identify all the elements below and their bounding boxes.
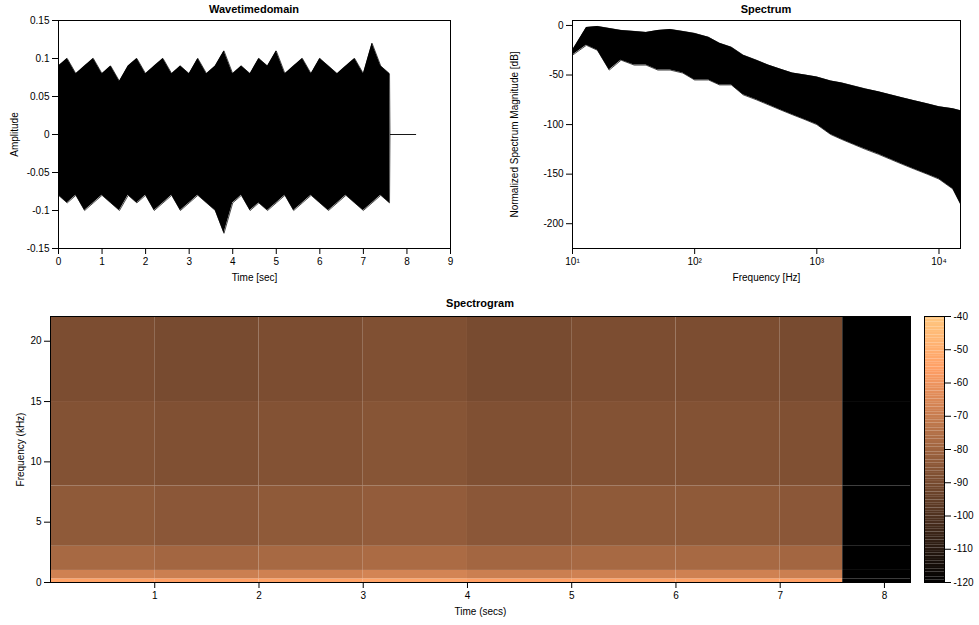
svg-text:-150: -150: [543, 168, 563, 179]
svg-text:-200: -200: [543, 218, 563, 229]
svg-text:7: 7: [361, 256, 367, 267]
svg-text:0.15: 0.15: [30, 16, 50, 26]
svg-text:10²: 10²: [687, 256, 702, 267]
svg-text:7: 7: [777, 590, 783, 601]
svg-text:-90: -90: [954, 477, 969, 488]
svg-text:-0.05: -0.05: [27, 167, 50, 178]
svg-text:5: 5: [273, 256, 279, 267]
svg-text:-0.1: -0.1: [32, 205, 50, 216]
svg-text:1: 1: [99, 256, 105, 267]
html-text:Spectrum: Spectrum: [740, 3, 792, 15]
svg-text:Normalized Spectrum Magnitude: Normalized Spectrum Magnitude [dB]: [509, 51, 520, 217]
html-text:Spectrogram: Spectrogram: [446, 297, 514, 309]
svg-text:8: 8: [882, 590, 888, 601]
svg-text:10³: 10³: [810, 256, 825, 267]
svg-text:Frequency [Hz]: Frequency [Hz]: [733, 272, 801, 283]
svg-text:-60: -60: [954, 377, 969, 388]
svg-text:6: 6: [673, 590, 679, 601]
svg-text:-40: -40: [954, 311, 969, 322]
svg-text:-50: -50: [954, 344, 969, 355]
svg-text:10¹: 10¹: [565, 256, 580, 267]
svg-text:1: 1: [152, 590, 158, 601]
svg-text:3: 3: [186, 256, 192, 267]
svg-text:-0.15: -0.15: [27, 243, 50, 254]
svg-text:15: 15: [30, 396, 42, 407]
svg-text:-110: -110: [954, 543, 974, 554]
svg-text:8: 8: [404, 256, 410, 267]
svg-text:0.05: 0.05: [30, 91, 50, 102]
svg-text:2: 2: [256, 590, 262, 601]
svg-text:3: 3: [360, 590, 366, 601]
svg-text:Time (secs): Time (secs): [455, 606, 507, 617]
svg-text:20: 20: [30, 335, 42, 346]
svg-text:-100: -100: [954, 510, 974, 521]
svg-text:0.1: 0.1: [36, 53, 50, 64]
svg-text:10⁴: 10⁴: [931, 256, 946, 267]
svg-text:-50: -50: [549, 69, 564, 80]
svg-text:5: 5: [569, 590, 575, 601]
svg-text:4: 4: [230, 256, 236, 267]
svg-text:0: 0: [56, 256, 62, 267]
svg-text:-80: -80: [954, 444, 969, 455]
svg-text:0: 0: [36, 577, 42, 588]
svg-text:-70: -70: [954, 410, 969, 421]
svg-text:-100: -100: [543, 119, 563, 130]
svg-text:4: 4: [465, 590, 471, 601]
svg-text:0: 0: [558, 20, 564, 31]
svg-text:Amplitude: Amplitude: [9, 112, 20, 157]
svg-text:Frequency (kHz): Frequency (kHz): [15, 413, 26, 487]
svg-text:5: 5: [36, 516, 42, 527]
svg-text:9: 9: [448, 256, 454, 267]
svg-text:-120: -120: [954, 577, 974, 588]
svg-text:Time [sec]: Time [sec]: [232, 272, 278, 283]
svg-text:2: 2: [143, 256, 149, 267]
svg-text:10: 10: [30, 456, 42, 467]
svg-text:0: 0: [44, 129, 50, 140]
html-text:Wavetimedomain: Wavetimedomain: [209, 3, 299, 15]
svg-text:6: 6: [317, 256, 323, 267]
